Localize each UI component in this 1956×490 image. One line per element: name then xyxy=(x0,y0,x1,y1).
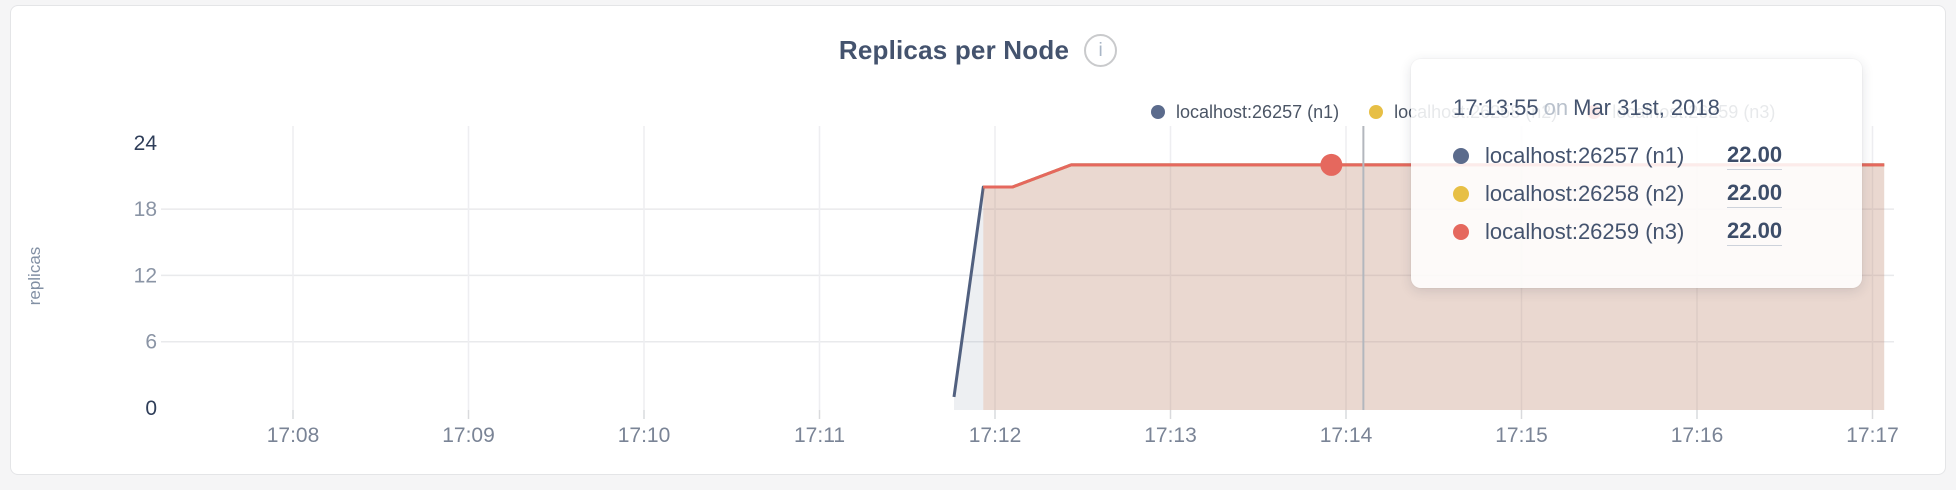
info-icon-glyph: i xyxy=(1098,40,1103,61)
legend-item-n1[interactable]: localhost:26257 (n1) xyxy=(1151,102,1339,123)
legend-label: localhost:26257 (n1) xyxy=(1176,101,1340,122)
x-tick-label: 17:14 xyxy=(1320,424,1373,447)
series-dot-icon xyxy=(1151,105,1165,119)
chart-card: Replicas per Node i replicas 0 6 12 18 24 17:… xyxy=(10,5,1946,475)
hover-point-marker[interactable] xyxy=(1320,153,1343,176)
y-tick-label: 24 xyxy=(134,132,158,155)
tooltip-series-value: 22.00 xyxy=(1727,142,1783,170)
tooltip-series-value: 22.00 xyxy=(1727,180,1783,208)
info-icon[interactable]: i xyxy=(1084,34,1118,67)
tooltip-series-name: localhost:26258 (n2) xyxy=(1485,181,1685,206)
x-tick-label: 17:16 xyxy=(1671,424,1724,447)
chart-title: Replicas per Node xyxy=(838,35,1070,65)
x-tick-label: 17:17 xyxy=(1846,424,1899,447)
x-tick-label: 17:13 xyxy=(1144,424,1197,447)
tooltip-series-value: 22.00 xyxy=(1727,218,1783,246)
x-tick-label: 17:09 xyxy=(442,424,495,447)
x-tick-label: 17:10 xyxy=(618,424,671,447)
x-tick-label: 17:12 xyxy=(969,424,1022,447)
y-tick-label: 12 xyxy=(134,264,157,287)
x-tick-label: 17:11 xyxy=(794,424,845,447)
tooltip-row-n3: localhost:26259 (n3) 22.00 xyxy=(1453,213,1824,251)
tooltip-series-name: localhost:26259 (n3) xyxy=(1485,219,1685,244)
chart-header: Replicas per Node i xyxy=(11,34,1945,67)
series-dot-icon xyxy=(1453,224,1469,240)
y-tick-label: 18 xyxy=(134,198,157,221)
tooltip-header: 17:13:55 on Mar 31st, 2018 xyxy=(1453,95,1824,121)
y-axis-title: replicas xyxy=(25,246,44,306)
series-dot-icon xyxy=(1453,148,1469,164)
tooltip-time: 17:13:55 xyxy=(1453,95,1539,120)
series-dot-icon xyxy=(1369,105,1384,119)
tooltip-date: Mar 31st, 2018 xyxy=(1573,95,1720,120)
hover-tooltip: 17:13:55 on Mar 31st, 2018 localhost:26257… xyxy=(1411,59,1862,288)
tooltip-series-name: localhost:26257 (n1) xyxy=(1485,143,1685,168)
tooltip-row-n1: localhost:26257 (n1) 22.00 xyxy=(1453,137,1824,175)
y-tick-label: 6 xyxy=(145,331,157,354)
x-tick-label: 17:08 xyxy=(267,424,320,447)
series-dot-icon xyxy=(1453,186,1469,202)
tooltip-row-n2: localhost:26258 (n2) 22.00 xyxy=(1453,175,1824,213)
tooltip-connector: on xyxy=(1543,95,1569,120)
x-tick-label: 17:15 xyxy=(1495,424,1548,447)
y-tick-label: 0 xyxy=(145,397,157,420)
